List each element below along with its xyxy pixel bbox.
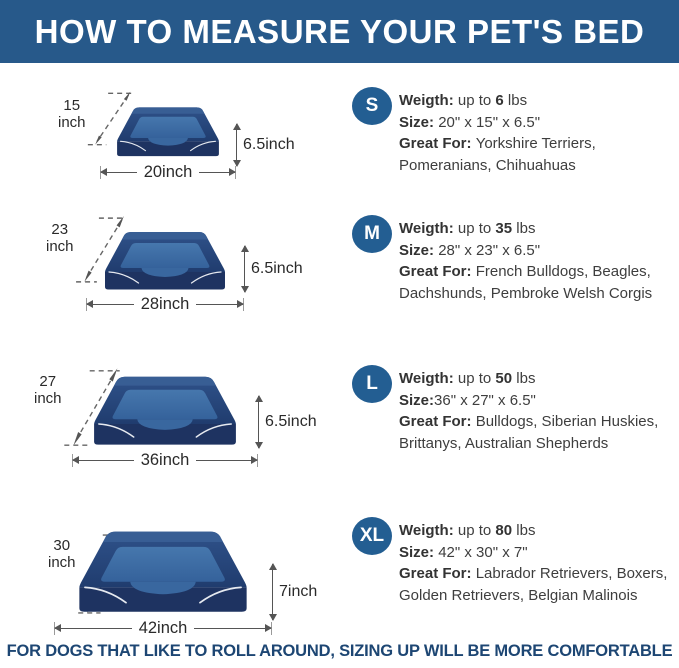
dog-bed-illustration (116, 106, 220, 157)
size-line: Size: 42" x 30" x 7" (399, 543, 528, 561)
dimension-line (100, 168, 137, 176)
width-dimension: 20inch (100, 162, 236, 181)
bed-figure-m: 23 inch 6.5inch 28inch (0, 198, 350, 320)
height-dimension: 7inch (268, 563, 318, 621)
bed-figure-l: 27 inch 6.5inch 36inch (0, 352, 350, 472)
size-info-m: M Weigth: up to 35 lbs Size: 28" x 23" x… (352, 215, 679, 304)
weight-line: Weigth: up to 35 lbs (399, 220, 536, 237)
bed-figure-s: 15 inch 6.5inch 20inch (0, 80, 350, 194)
size-badge-m: M (352, 215, 392, 253)
depth-dimension-label: 15 inch (58, 97, 86, 131)
great-for-line: Great For: Bulldogs, Siberian Huskies, Br… (399, 413, 659, 452)
size-badge-l: L (352, 365, 392, 403)
size-line: Size: 20" x 15" x 6.5" (399, 113, 541, 131)
width-dimension-label: 20inch (143, 162, 193, 181)
size-line: Size:36" x 27" x 6.5" (399, 391, 536, 409)
height-dimension: 6.5inch (240, 245, 303, 293)
size-description: Weigth: up to 35 lbs Size: 28" x 23" x 6… (399, 218, 679, 304)
depth-dimension-label: 27 inch (34, 373, 62, 407)
weight-line: Weigth: up to 6 lbs (399, 92, 528, 109)
size-row-s: 15 inch 6.5inch 20inch (0, 80, 679, 194)
depth-dimension-label: 30 inch (48, 537, 76, 571)
size-line: Size: 28" x 23" x 6.5" (399, 241, 541, 259)
footer-note: FOR DOGS THAT LIKE TO ROLL AROUND, SIZIN… (6, 642, 673, 660)
size-row-m: 23 inch 6.5inch 28inch (0, 198, 679, 320)
page-title: HOW TO MEASURE YOUR PET'S BED (34, 12, 645, 50)
height-dimension-label: 6.5inch (251, 260, 303, 277)
height-dimension-label: 7inch (279, 583, 318, 600)
dog-bed-illustration (104, 231, 226, 291)
height-dimension-line (232, 123, 241, 167)
width-dimension: 42inch (54, 618, 272, 637)
footer-banner: FOR DOGS THAT LIKE TO ROLL AROUND, SIZIN… (0, 642, 679, 661)
dog-bed-illustration (93, 375, 237, 446)
size-info-xl: XL Weigth: up to 80 lbs Size: 42" x 30" … (352, 517, 679, 606)
header-banner: HOW TO MEASURE YOUR PET'S BED (0, 0, 679, 63)
dog-bed-illustration (78, 530, 248, 613)
height-dimension-line (240, 245, 249, 293)
size-description: Weigth: up to 50 lbs Size:36" x 27" x 6.… (399, 368, 679, 454)
bed-figure-xl: 30 inch 7inch 42inch (0, 512, 350, 640)
depth-dimension: 23 inch (46, 214, 128, 286)
dimension-line (194, 624, 272, 632)
depth-dimension-label: 23 inch (46, 221, 74, 255)
dimension-line (196, 300, 244, 308)
depth-dimension: 15 inch (58, 90, 134, 148)
depth-dimension-line (74, 216, 128, 286)
depth-dimension-line (86, 91, 134, 148)
height-dimension: 6.5inch (232, 123, 295, 167)
weight-line: Weigth: up to 50 lbs (399, 370, 536, 387)
height-dimension-line (254, 395, 263, 449)
size-description: Weigth: up to 6 lbs Size: 20" x 15" x 6.… (399, 90, 679, 176)
height-dimension-label: 6.5inch (243, 136, 295, 153)
weight-line: Weigth: up to 80 lbs (399, 522, 536, 539)
height-dimension: 6.5inch (254, 395, 317, 449)
width-dimension-label: 28inch (140, 294, 190, 313)
size-description: Weigth: up to 80 lbs Size: 42" x 30" x 7… (399, 520, 679, 606)
dimension-line (86, 300, 134, 308)
size-info-s: S Weigth: up to 6 lbs Size: 20" x 15" x … (352, 87, 679, 176)
size-row-xl: 30 inch 7inch 42inch (0, 512, 679, 640)
great-for-line: Great For: Labrador Retrievers, Boxers, G… (399, 565, 668, 604)
great-for-line: Great For: French Bulldogs, Beagles, Dach… (399, 263, 653, 302)
dimension-line (72, 456, 134, 464)
width-dimension-label: 42inch (138, 618, 188, 637)
width-dimension-label: 36inch (140, 450, 190, 469)
size-info-l: L Weigth: up to 50 lbs Size:36" x 27" x … (352, 365, 679, 454)
size-row-l: 27 inch 6.5inch 36inch (0, 352, 679, 472)
depth-dimension: 27 inch (34, 366, 122, 450)
great-for-line: Great For: Yorkshire Terriers, Pomeranian… (399, 135, 596, 174)
dimension-line (196, 456, 258, 464)
width-dimension: 28inch (86, 294, 244, 313)
size-badge-s: S (352, 87, 392, 125)
height-dimension-line (268, 563, 277, 621)
height-dimension-label: 6.5inch (265, 413, 317, 430)
dimension-line (54, 624, 132, 632)
depth-dimension-line (62, 368, 122, 450)
width-dimension: 36inch (72, 450, 258, 469)
size-badge-xl: XL (352, 517, 392, 555)
dimension-line (199, 168, 236, 176)
